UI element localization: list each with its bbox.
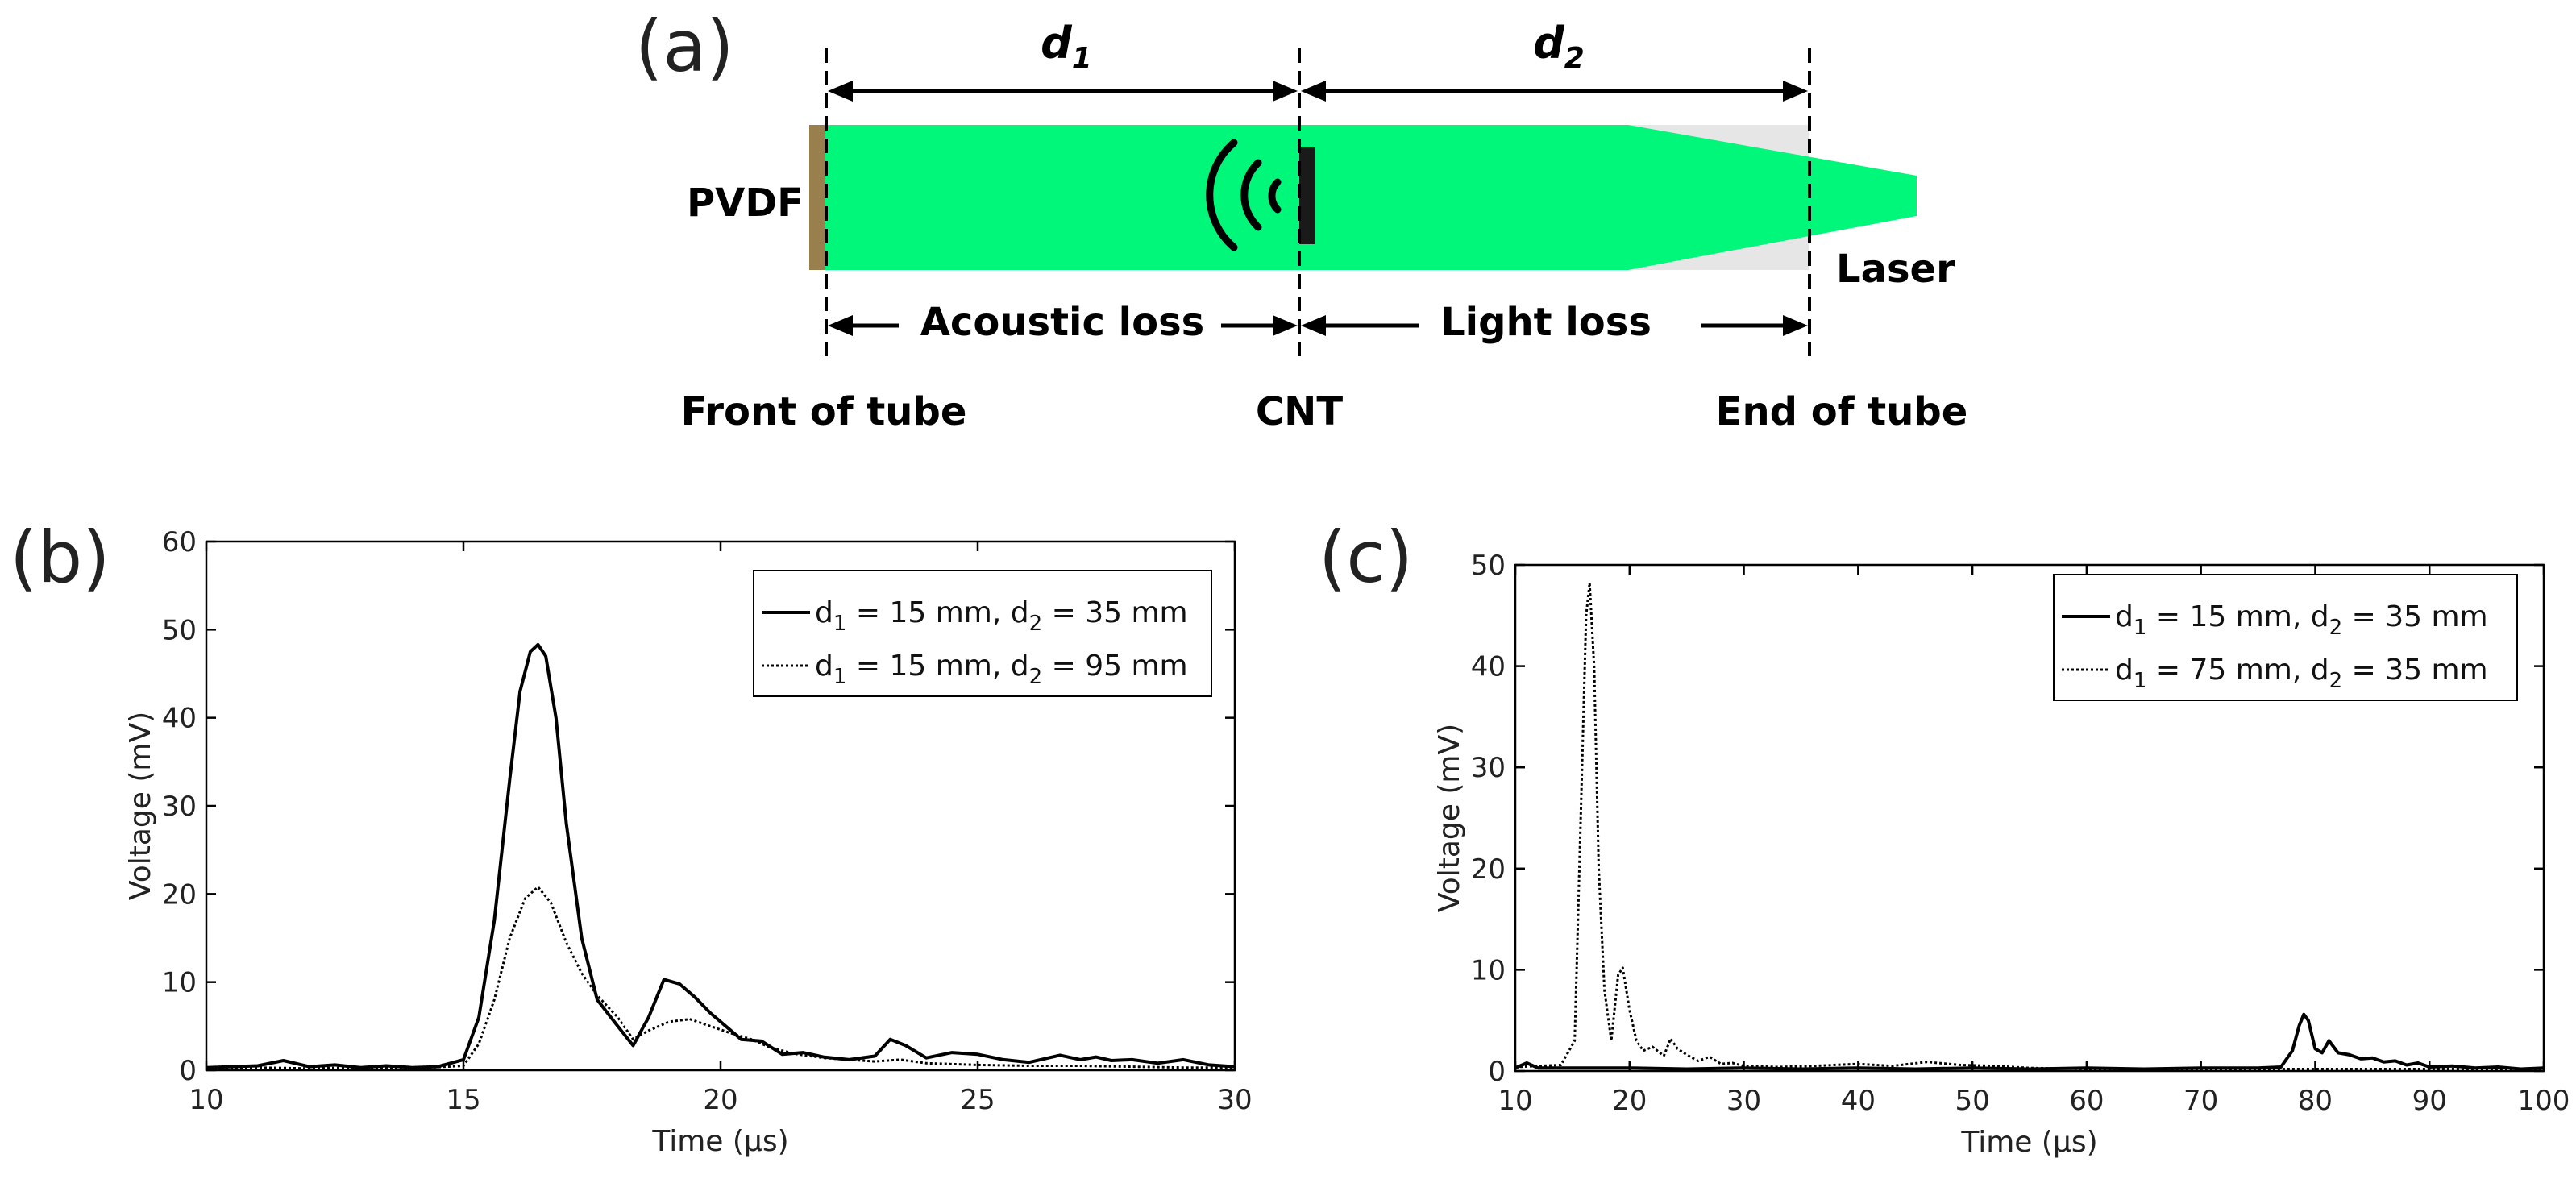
y-tick-label: 10 — [162, 967, 197, 999]
dimension-arrows — [828, 81, 1808, 102]
legend-text: = 95 mm — [1042, 650, 1187, 683]
y-tick-label: 50 — [1471, 550, 1506, 582]
light-loss-label: Light loss — [1440, 300, 1652, 345]
series-line-1 — [206, 642, 1236, 1069]
x-tick-label: 15 — [446, 1084, 480, 1116]
x-tick-label: 70 — [2183, 1085, 2218, 1117]
y-tick-label: 10 — [1471, 954, 1506, 986]
axes-frame — [1514, 563, 2545, 1073]
x-tick-label: 30 — [1726, 1085, 1761, 1117]
legend-subscript: 2 — [1029, 665, 1043, 689]
x-tick-label: 10 — [1498, 1085, 1532, 1117]
y-tick-label: 0 — [179, 1055, 197, 1087]
reference-lines — [825, 48, 1811, 363]
legend-subscript: 1 — [833, 612, 847, 636]
x-tick-label: 50 — [1955, 1085, 1989, 1117]
d2-label: d2 — [1533, 18, 1585, 75]
end-of-tube-label: End of tube — [1716, 389, 1968, 434]
d1-label: d1 — [1041, 18, 1092, 75]
panel-a-label: (a) — [635, 5, 734, 88]
legend-text: = 15 mm, d — [846, 650, 1028, 683]
legend-text: d — [2115, 654, 2134, 687]
legend-box — [2053, 574, 2518, 701]
front-of-tube-label: Front of tube — [681, 389, 967, 434]
panel-c-label: (c) — [1319, 516, 1413, 599]
x-tick-label: 40 — [1841, 1085, 1876, 1117]
legend-subscript: 2 — [2329, 616, 2343, 640]
cnt-label: CNT — [1256, 389, 1343, 434]
legend-subscript: 1 — [2134, 616, 2147, 640]
series-line-2 — [1514, 582, 2544, 1070]
pvdf-label: PVDF — [687, 181, 804, 226]
y-tick-label: 40 — [162, 703, 197, 735]
y-tick-label: 40 — [1471, 651, 1506, 683]
legend-text: = 15 mm, d — [2146, 600, 2329, 633]
acoustic-loss-label: Acoustic loss — [920, 300, 1204, 345]
series-line-1 — [1514, 1012, 2545, 1071]
legend-text: = 75 mm, d — [2146, 654, 2329, 687]
x-axis-label: Time (μs) — [1960, 1126, 2097, 1159]
legend-label-2: d1 = 75 mm, d2 = 35 mm — [2115, 654, 2488, 693]
laser-beam — [824, 125, 1917, 270]
panel-b-label: (b) — [10, 516, 110, 599]
legend-label-1: d1 = 15 mm, d2 = 35 mm — [815, 596, 1188, 636]
x-tick-label: 20 — [703, 1084, 737, 1116]
y-tick-label: 60 — [162, 526, 197, 558]
x-tick-label: 30 — [1217, 1084, 1252, 1116]
legend-label-1: d1 = 15 mm, d2 = 35 mm — [2115, 600, 2488, 640]
cnt-element — [1299, 147, 1315, 244]
y-tick-label: 50 — [162, 614, 197, 646]
legend-text: = 15 mm, d — [846, 596, 1028, 629]
y-axis-label: Voltage (mV) — [124, 712, 157, 900]
x-tick-label: 10 — [189, 1084, 223, 1116]
x-axis-label: Time (μs) — [651, 1125, 788, 1158]
series-line-2 — [206, 886, 1235, 1070]
y-tick-label: 30 — [162, 791, 197, 823]
legend-subscript: 1 — [2134, 669, 2147, 693]
x-tick-label: 20 — [1612, 1085, 1647, 1117]
y-axis-label: Voltage (mV) — [1433, 724, 1466, 912]
y-tick-label: 20 — [162, 878, 197, 911]
laser-label: Laser — [1836, 247, 1955, 292]
legend-text: d — [815, 650, 833, 683]
x-tick-label: 100 — [2518, 1085, 2570, 1117]
legend-subscript: 1 — [833, 665, 847, 689]
legend-text: = 35 mm — [1042, 596, 1187, 629]
legend-subscript: 2 — [1029, 612, 1043, 636]
loss-arrows — [828, 315, 1808, 336]
acoustic-wave-icon — [1206, 139, 1282, 251]
tube-diagram: (a) d1 d2 — [635, 5, 1967, 434]
x-tick-label: 90 — [2412, 1085, 2447, 1117]
y-tick-label: 30 — [1471, 752, 1506, 784]
legend-subscript: 2 — [2329, 669, 2343, 693]
legend-box — [753, 570, 1212, 697]
legend-text: = 35 mm — [2342, 654, 2487, 687]
legend-label-2: d1 = 15 mm, d2 = 95 mm — [815, 650, 1188, 689]
y-tick-label: 0 — [1488, 1056, 1506, 1088]
x-tick-label: 25 — [960, 1084, 995, 1116]
y-tick-label: 20 — [1471, 853, 1506, 886]
legend-text: d — [2115, 600, 2134, 633]
legend-text: d — [815, 596, 833, 629]
x-tick-label: 60 — [2069, 1085, 2104, 1117]
pvdf-element — [809, 125, 825, 270]
legend-text: = 35 mm — [2342, 600, 2487, 633]
x-tick-label: 80 — [2298, 1085, 2333, 1117]
